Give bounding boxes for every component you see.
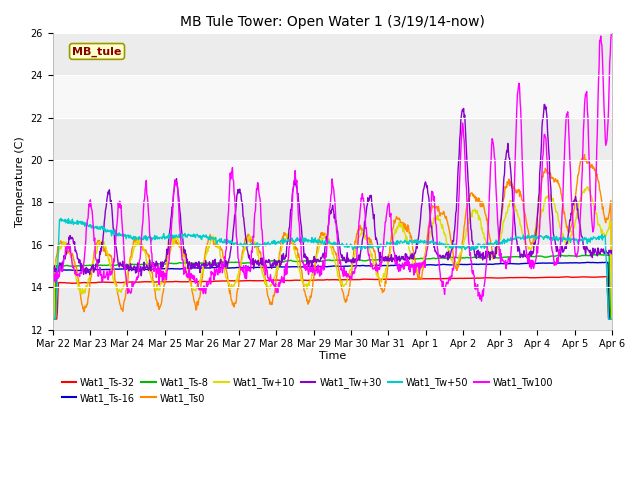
Bar (52, 203, 612, 245)
Bar (52, 33, 612, 75)
Wat1_Ts-16 (49, 316, 56, 322)
Wat1_Ts-32 (275, 277, 283, 283)
X-axis label: Time: Time (319, 351, 346, 361)
Wat1_Ts0 (106, 252, 114, 257)
Wat1_Tw+10 (275, 257, 283, 263)
Wat1_Ts-8 (495, 255, 502, 261)
Wat1_Ts-16 (495, 261, 502, 267)
Wat1_Ts-16 (603, 259, 611, 265)
Wat1_Tw+50 (57, 216, 65, 221)
Wat1_Ts-8 (596, 252, 604, 257)
Wat1_Tw100 (433, 231, 440, 237)
Legend: Wat1_Ts-32, Wat1_Ts-16, Wat1_Ts-8, Wat1_Ts0, Wat1_Tw+10, Wat1_Tw+30, Wat1_Tw+50,: Wat1_Ts-32, Wat1_Ts-16, Wat1_Ts-8, Wat1_… (58, 373, 557, 408)
Wat1_Tw+10 (485, 250, 493, 256)
Wat1_Ts-32 (495, 275, 502, 281)
Line: Wat1_Ts-32: Wat1_Ts-32 (52, 276, 612, 319)
Wat1_Ts0 (275, 258, 283, 264)
Bar (52, 160, 612, 203)
Line: Wat1_Ts-16: Wat1_Ts-16 (52, 262, 612, 319)
Wat1_Ts0 (485, 230, 493, 236)
Wat1_Tw+50 (433, 240, 441, 245)
Wat1_Ts0 (433, 204, 440, 209)
Wat1_Tw100 (106, 268, 114, 274)
Wat1_Tw+30 (433, 251, 441, 256)
Wat1_Ts0 (608, 316, 616, 322)
Line: Wat1_Tw+10: Wat1_Tw+10 (52, 187, 612, 319)
Wat1_Ts-8 (106, 262, 114, 268)
Wat1_Ts-8 (295, 258, 303, 264)
Bar (52, 75, 612, 118)
Wat1_Tw+10 (608, 316, 616, 322)
Wat1_Ts-32 (295, 277, 303, 283)
Wat1_Tw+50 (107, 229, 115, 235)
Wat1_Ts-8 (485, 254, 493, 260)
Y-axis label: Temperature (C): Temperature (C) (15, 136, 25, 227)
Wat1_Ts-16 (106, 266, 114, 272)
Text: MB_tule: MB_tule (72, 46, 122, 57)
Line: Wat1_Tw+50: Wat1_Tw+50 (52, 218, 612, 319)
Wat1_Ts0 (295, 253, 303, 259)
Wat1_Ts-16 (275, 264, 283, 270)
Wat1_Tw+30 (486, 250, 493, 255)
Wat1_Tw+10 (49, 316, 56, 322)
Wat1_Tw+30 (296, 209, 303, 215)
Wat1_Tw+50 (49, 316, 56, 322)
Line: Wat1_Ts0: Wat1_Ts0 (52, 155, 612, 319)
Bar (52, 245, 612, 287)
Wat1_Ts0 (580, 152, 588, 157)
Wat1_Ts-8 (275, 258, 283, 264)
Wat1_Ts-32 (433, 276, 440, 282)
Title: MB Tule Tower: Open Water 1 (3/19/14-now): MB Tule Tower: Open Water 1 (3/19/14-now… (180, 15, 484, 29)
Wat1_Tw+30 (276, 258, 284, 264)
Wat1_Tw+10 (295, 265, 303, 271)
Wat1_Ts0 (495, 231, 502, 237)
Wat1_Ts-32 (485, 275, 493, 281)
Wat1_Ts-32 (49, 316, 56, 322)
Wat1_Ts-8 (49, 316, 56, 322)
Wat1_Tw+30 (495, 230, 503, 236)
Wat1_Tw100 (608, 30, 616, 36)
Wat1_Tw100 (495, 253, 503, 259)
Wat1_Tw100 (275, 280, 283, 286)
Wat1_Tw+50 (276, 240, 284, 246)
Wat1_Tw+30 (106, 191, 114, 197)
Wat1_Tw+10 (495, 239, 502, 244)
Wat1_Tw100 (486, 192, 493, 198)
Wat1_Tw100 (295, 219, 303, 225)
Wat1_Tw+10 (106, 263, 114, 269)
Wat1_Ts-32 (603, 274, 611, 279)
Wat1_Tw100 (49, 271, 56, 276)
Wat1_Tw+30 (540, 101, 548, 107)
Wat1_Tw+30 (49, 266, 56, 272)
Wat1_Ts-16 (295, 264, 303, 270)
Wat1_Ts-8 (608, 316, 616, 322)
Wat1_Tw+50 (495, 240, 503, 246)
Wat1_Tw100 (477, 299, 485, 304)
Wat1_Tw+10 (584, 184, 591, 190)
Wat1_Tw+50 (486, 242, 493, 248)
Wat1_Ts-16 (433, 262, 440, 268)
Wat1_Tw100 (607, 30, 615, 36)
Wat1_Ts-16 (608, 316, 616, 322)
Bar (52, 287, 612, 330)
Wat1_Ts-8 (433, 255, 440, 261)
Wat1_Ts-16 (485, 262, 493, 267)
Wat1_Tw+50 (296, 237, 303, 242)
Wat1_Tw+30 (138, 273, 145, 279)
Wat1_Tw+50 (608, 316, 616, 322)
Wat1_Ts0 (49, 316, 56, 322)
Wat1_Tw+30 (608, 248, 616, 254)
Line: Wat1_Ts-8: Wat1_Ts-8 (52, 254, 612, 319)
Bar (52, 118, 612, 160)
Wat1_Ts-32 (608, 316, 616, 322)
Wat1_Ts-32 (106, 279, 114, 285)
Wat1_Tw+10 (433, 213, 440, 219)
Line: Wat1_Tw+30: Wat1_Tw+30 (52, 104, 612, 276)
Line: Wat1_Tw100: Wat1_Tw100 (52, 33, 612, 301)
